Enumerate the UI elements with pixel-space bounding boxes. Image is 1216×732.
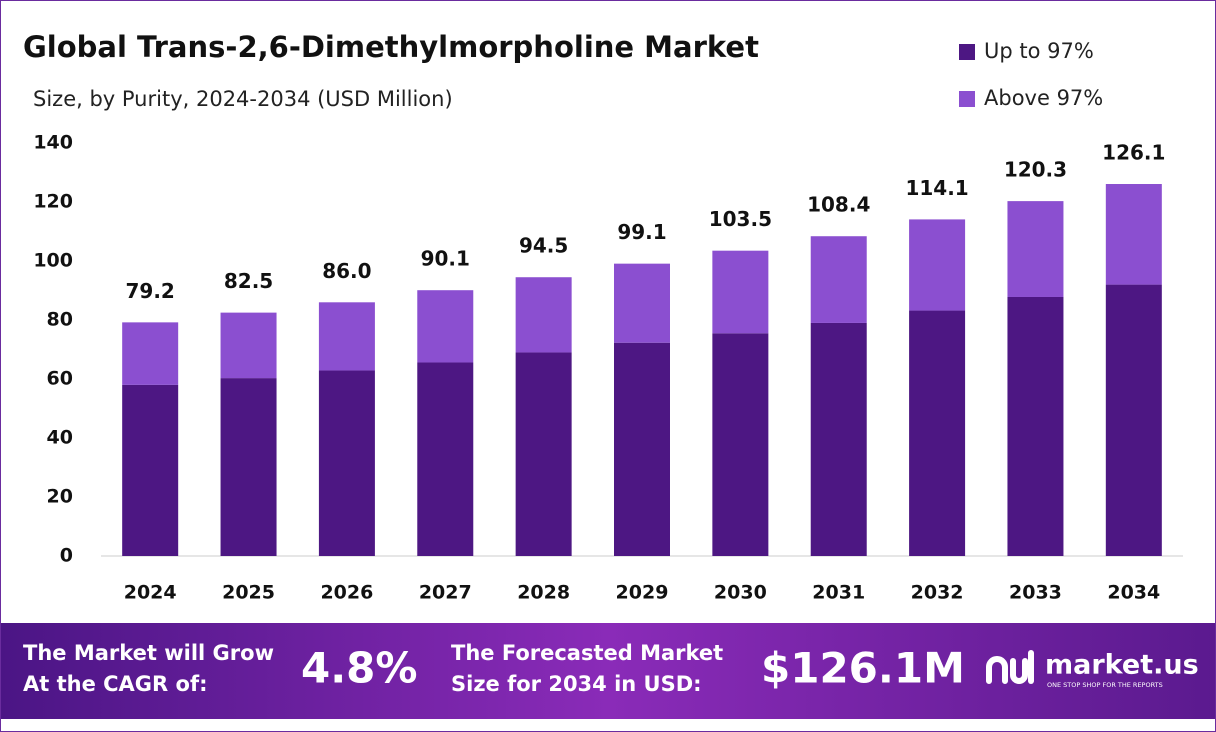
y-tick-label: 0	[60, 545, 73, 567]
x-tick-label: 2029	[616, 582, 669, 604]
bar-segment	[122, 384, 179, 556]
bar-segment	[909, 219, 966, 311]
bar-segment	[122, 322, 179, 385]
bar-segment	[614, 263, 670, 343]
footer-value: $126.1M	[761, 644, 965, 693]
bar-segment	[1007, 296, 1064, 556]
bar-segment	[1007, 201, 1064, 297]
footer-text: Size for 2034 in USD:	[451, 672, 702, 696]
x-tick-label: 2033	[1009, 582, 1062, 604]
bar-segment	[515, 277, 572, 353]
total-label: 90.1	[421, 247, 470, 271]
total-label: 86.0	[322, 259, 371, 283]
bar-segment	[614, 342, 670, 556]
bar-segment	[220, 312, 277, 379]
bar-segment	[712, 333, 769, 556]
total-label: 114.1	[905, 176, 968, 200]
legend-label: Up to 97%	[984, 39, 1094, 63]
footer-text: The Forecasted Market	[451, 641, 723, 665]
x-tick-label: 2028	[517, 582, 570, 604]
bar-segment	[810, 322, 867, 556]
bar-segment	[515, 352, 572, 556]
y-tick-label: 60	[47, 368, 73, 390]
x-tick-label: 2031	[812, 582, 865, 604]
bar-segment	[417, 290, 474, 363]
x-tick-label: 2030	[714, 582, 767, 604]
bar-segment	[417, 362, 474, 556]
x-tick-label: 2026	[320, 582, 373, 604]
y-tick-label: 20	[47, 486, 73, 508]
bar-segment	[909, 310, 966, 556]
bar-segment	[1105, 284, 1162, 556]
footer-value: 4.8%	[301, 644, 417, 693]
y-tick-label: 140	[33, 132, 73, 154]
legend-swatch	[959, 44, 975, 60]
logo-icon	[986, 650, 1034, 684]
bar-segment	[810, 236, 867, 323]
total-label: 103.5	[709, 207, 772, 231]
legend-label: Above 97%	[984, 86, 1103, 110]
x-tick-label: 2027	[419, 582, 472, 604]
x-tick-label: 2025	[222, 582, 275, 604]
bar-segment	[220, 378, 277, 556]
bar-segment	[712, 250, 769, 334]
bar-segment	[1105, 184, 1162, 285]
total-label: 82.5	[224, 269, 273, 293]
total-label: 126.1	[1102, 141, 1165, 165]
y-tick-label: 40	[47, 427, 73, 449]
chart-title: Global Trans-2,6-Dimethylmorpholine Mark…	[23, 30, 759, 64]
legend-swatch	[959, 91, 975, 107]
bar-segment	[318, 370, 375, 556]
logo-text: market.us	[1045, 650, 1199, 681]
x-tick-label: 2032	[911, 582, 964, 604]
total-label: 94.5	[519, 234, 568, 258]
footer-text: The Market will Grow	[23, 641, 274, 665]
x-tick-label: 2024	[124, 582, 177, 604]
x-tick-label: 2034	[1107, 582, 1160, 604]
total-label: 99.1	[617, 220, 666, 244]
y-tick-label: 120	[33, 191, 73, 213]
footer-text: At the CAGR of:	[23, 672, 208, 696]
y-tick-label: 100	[33, 250, 73, 272]
logo-tagline: ONE STOP SHOP FOR THE REPORTS	[1047, 681, 1163, 689]
total-label: 120.3	[1004, 158, 1067, 182]
y-tick-label: 80	[47, 309, 73, 331]
chart-subtitle: Size, by Purity, 2024-2034 (USD Million)	[33, 87, 453, 111]
total-label: 108.4	[807, 193, 870, 217]
total-label: 79.2	[126, 279, 175, 303]
bar-segment	[318, 302, 375, 371]
